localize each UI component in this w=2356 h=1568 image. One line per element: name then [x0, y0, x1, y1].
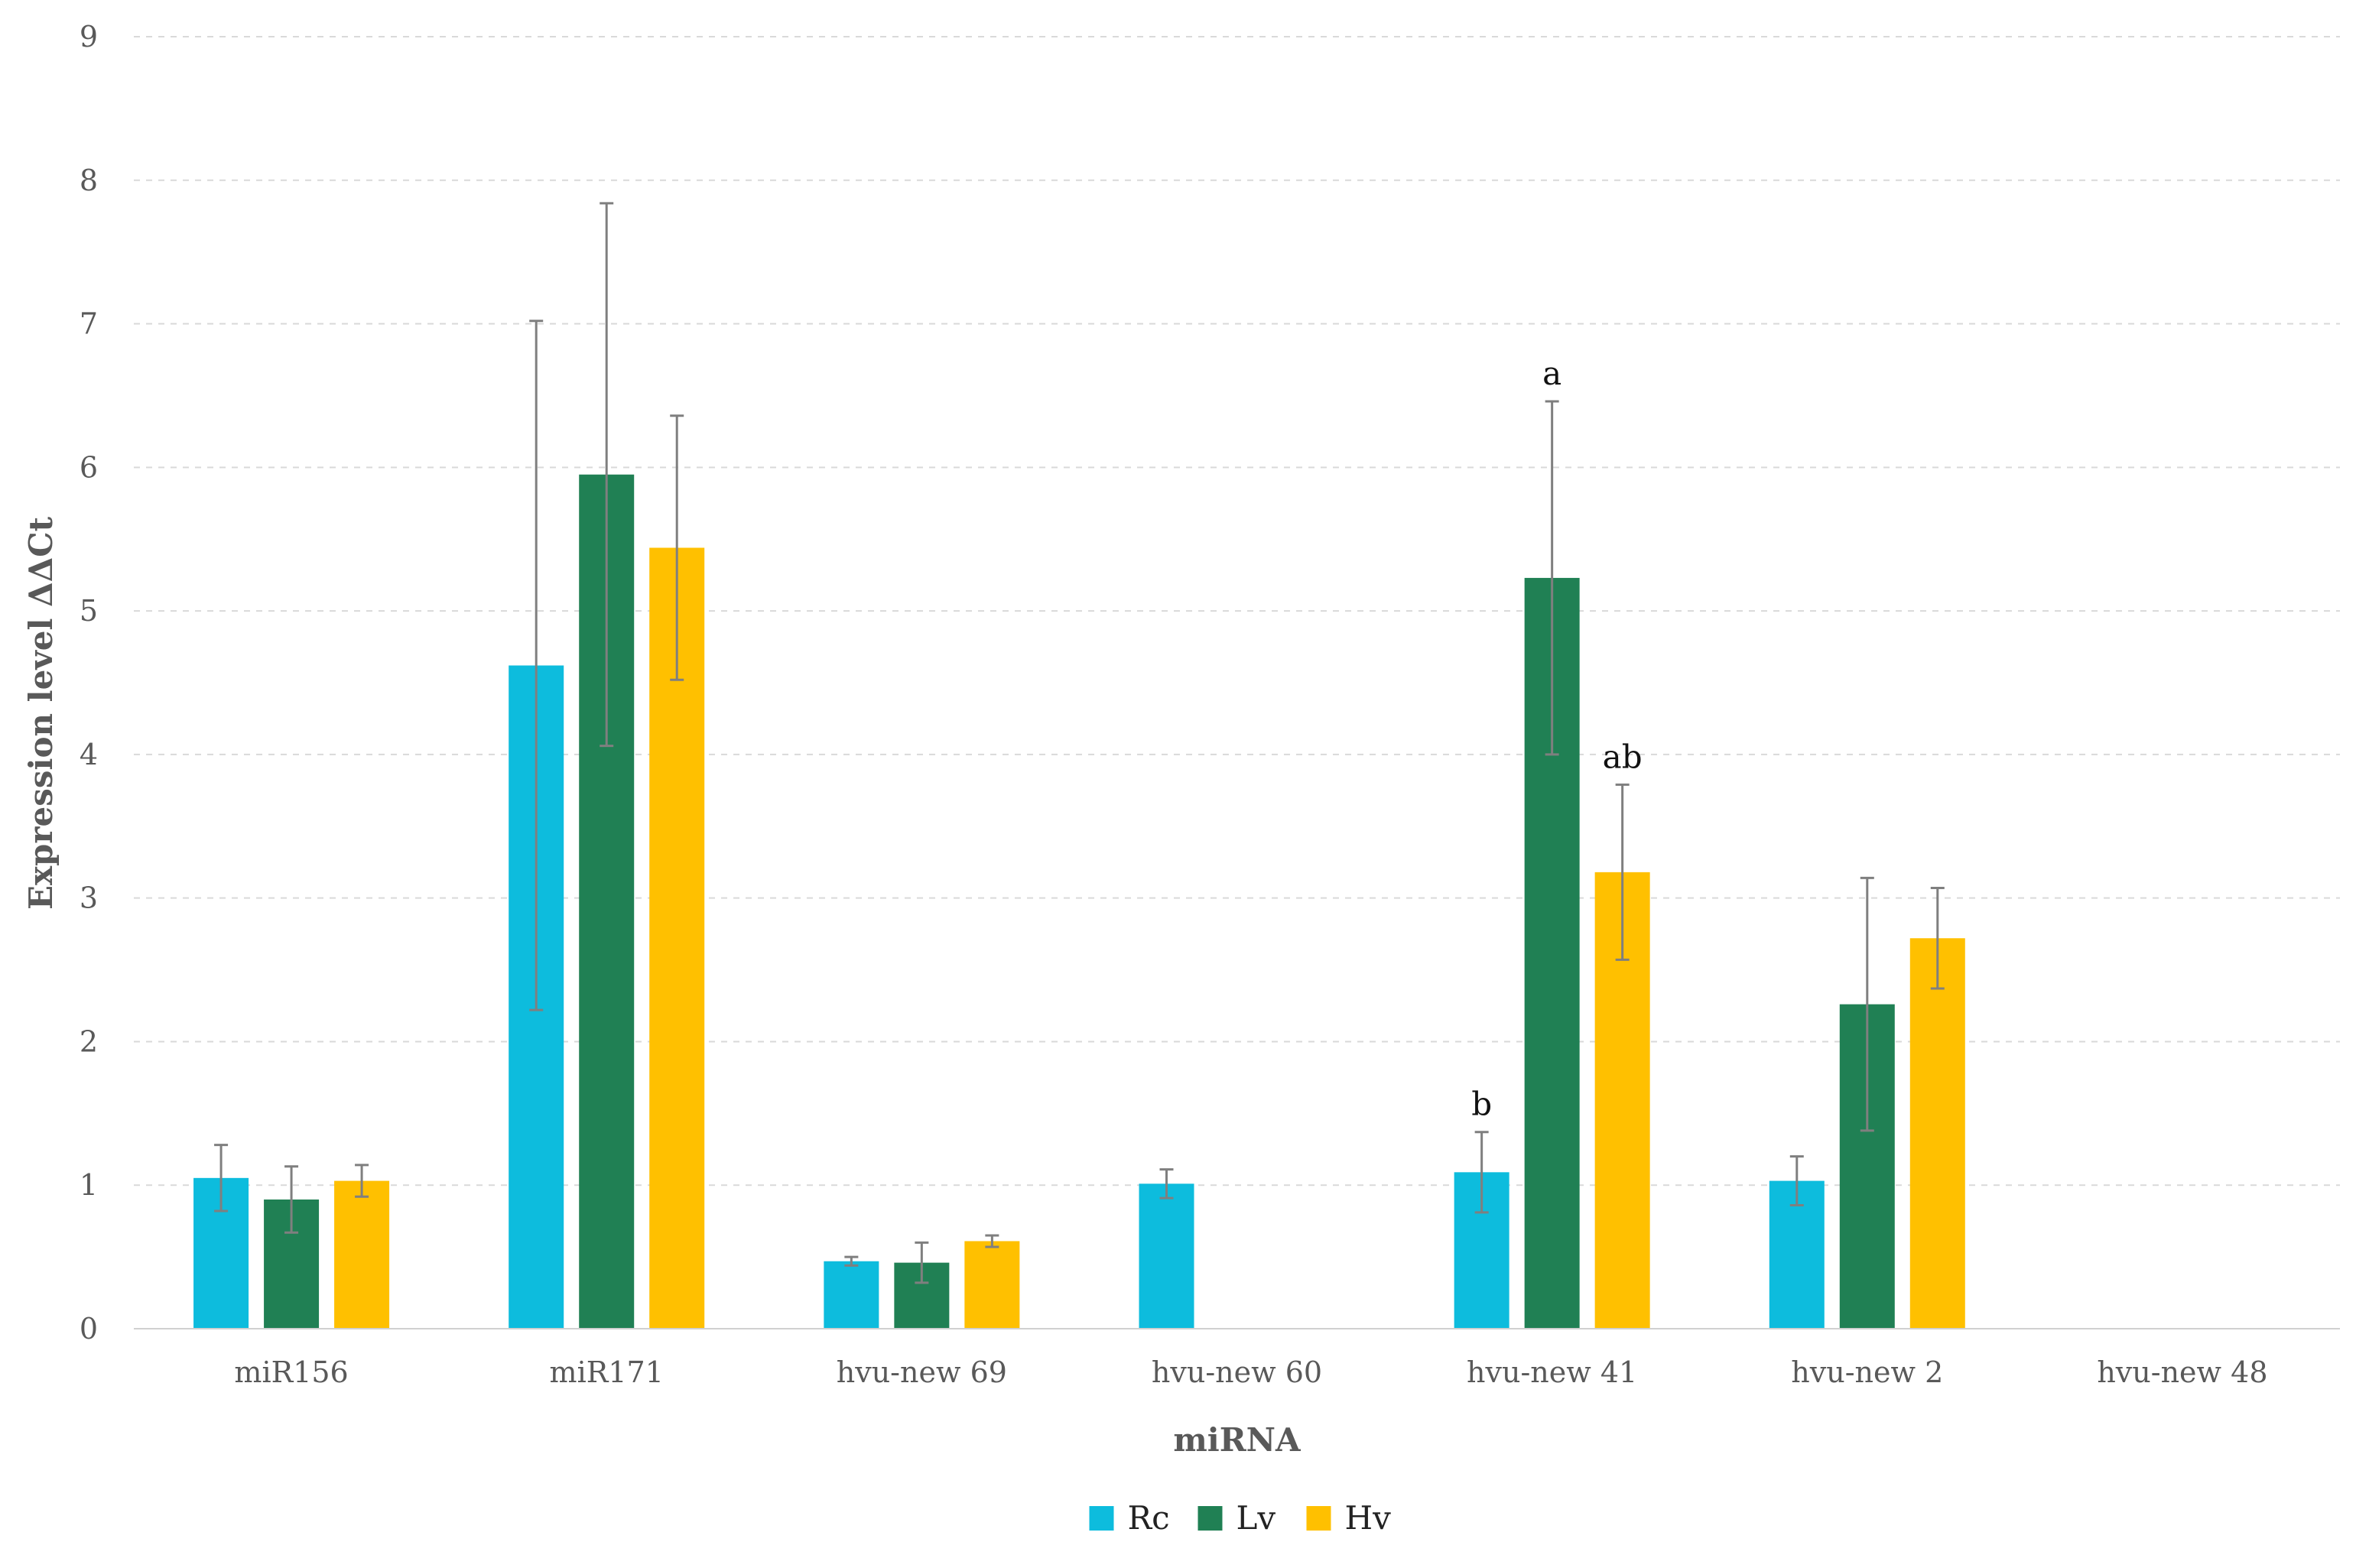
legend-label: Hv — [1345, 1499, 1392, 1537]
y-tick-label: 4 — [80, 738, 98, 771]
x-tick-label: hvu-new 48 — [2097, 1355, 2267, 1389]
bar-rc-hvu-new-60 — [1139, 1183, 1194, 1329]
significance-labels: b a ab — [1471, 355, 1642, 1123]
y-tick-label: 3 — [80, 881, 98, 915]
error-bars — [214, 202, 1945, 1284]
error-bar — [985, 1234, 999, 1248]
y-tick-label: 7 — [80, 307, 98, 341]
legend-swatch — [1306, 1506, 1331, 1531]
error-bar — [600, 202, 614, 748]
error-bar — [355, 1164, 369, 1198]
y-axis-ticks: 0 1 2 3 4 5 6 7 8 9 — [80, 20, 98, 1346]
legend-item-hv: Hv — [1306, 1499, 1392, 1537]
legend-label: Lv — [1236, 1499, 1276, 1537]
x-tick-label: hvu-new 69 — [837, 1355, 1007, 1389]
bar-hv-mir156 — [334, 1180, 390, 1329]
error-bar — [284, 1165, 299, 1234]
legend-swatch — [1197, 1506, 1223, 1531]
x-tick-label: miR171 — [550, 1355, 664, 1389]
x-tick-label: hvu-new 60 — [1152, 1355, 1322, 1389]
x-axis-title: miRNA — [1173, 1421, 1301, 1459]
error-bar — [1474, 1131, 1489, 1214]
bar-hv-hvu-new-2 — [1909, 938, 1965, 1329]
y-tick-label: 9 — [80, 20, 98, 54]
significance-label: a — [1542, 355, 1561, 392]
bar-hv-hvu-new-69 — [964, 1241, 1020, 1329]
error-bar — [915, 1241, 929, 1284]
error-bar — [529, 320, 544, 1011]
error-bar — [844, 1255, 859, 1267]
y-axis-title: Expression level ΔΔCt — [22, 516, 60, 910]
gridlines — [134, 36, 2340, 1187]
y-tick-label: 6 — [80, 450, 98, 484]
y-tick-label: 5 — [80, 594, 98, 628]
significance-label: b — [1471, 1086, 1492, 1123]
legend-item-rc: Rc — [1089, 1499, 1170, 1537]
significance-label: ab — [1603, 738, 1643, 775]
x-tick-label: miR156 — [234, 1355, 348, 1389]
x-axis-ticks: miR156 miR171 hvu-new 69 hvu-new 60 hvu-new … — [234, 1355, 2267, 1389]
error-bar — [1930, 887, 1945, 990]
y-tick-label: 8 — [80, 164, 98, 197]
legend-item-lv: Lv — [1197, 1499, 1276, 1537]
error-bar — [1159, 1168, 1174, 1200]
y-tick-label: 1 — [80, 1168, 98, 1202]
y-tick-label: 2 — [80, 1024, 98, 1058]
error-bar — [1615, 783, 1630, 961]
x-tick-label: hvu-new 41 — [1467, 1355, 1637, 1389]
bar-rc-hvu-new-69 — [824, 1261, 879, 1329]
error-bar — [1860, 876, 1874, 1132]
bars — [193, 474, 1965, 1329]
error-bar — [214, 1144, 229, 1213]
y-tick-label: 0 — [80, 1312, 98, 1346]
legend-swatch — [1089, 1506, 1114, 1531]
error-bar — [1789, 1155, 1804, 1207]
error-bar — [1545, 400, 1559, 756]
legend-label: Rc — [1128, 1499, 1170, 1537]
error-bar — [670, 414, 684, 681]
x-tick-label: hvu-new 2 — [1791, 1355, 1943, 1389]
legend: Rc Lv Hv — [1089, 1499, 1392, 1537]
